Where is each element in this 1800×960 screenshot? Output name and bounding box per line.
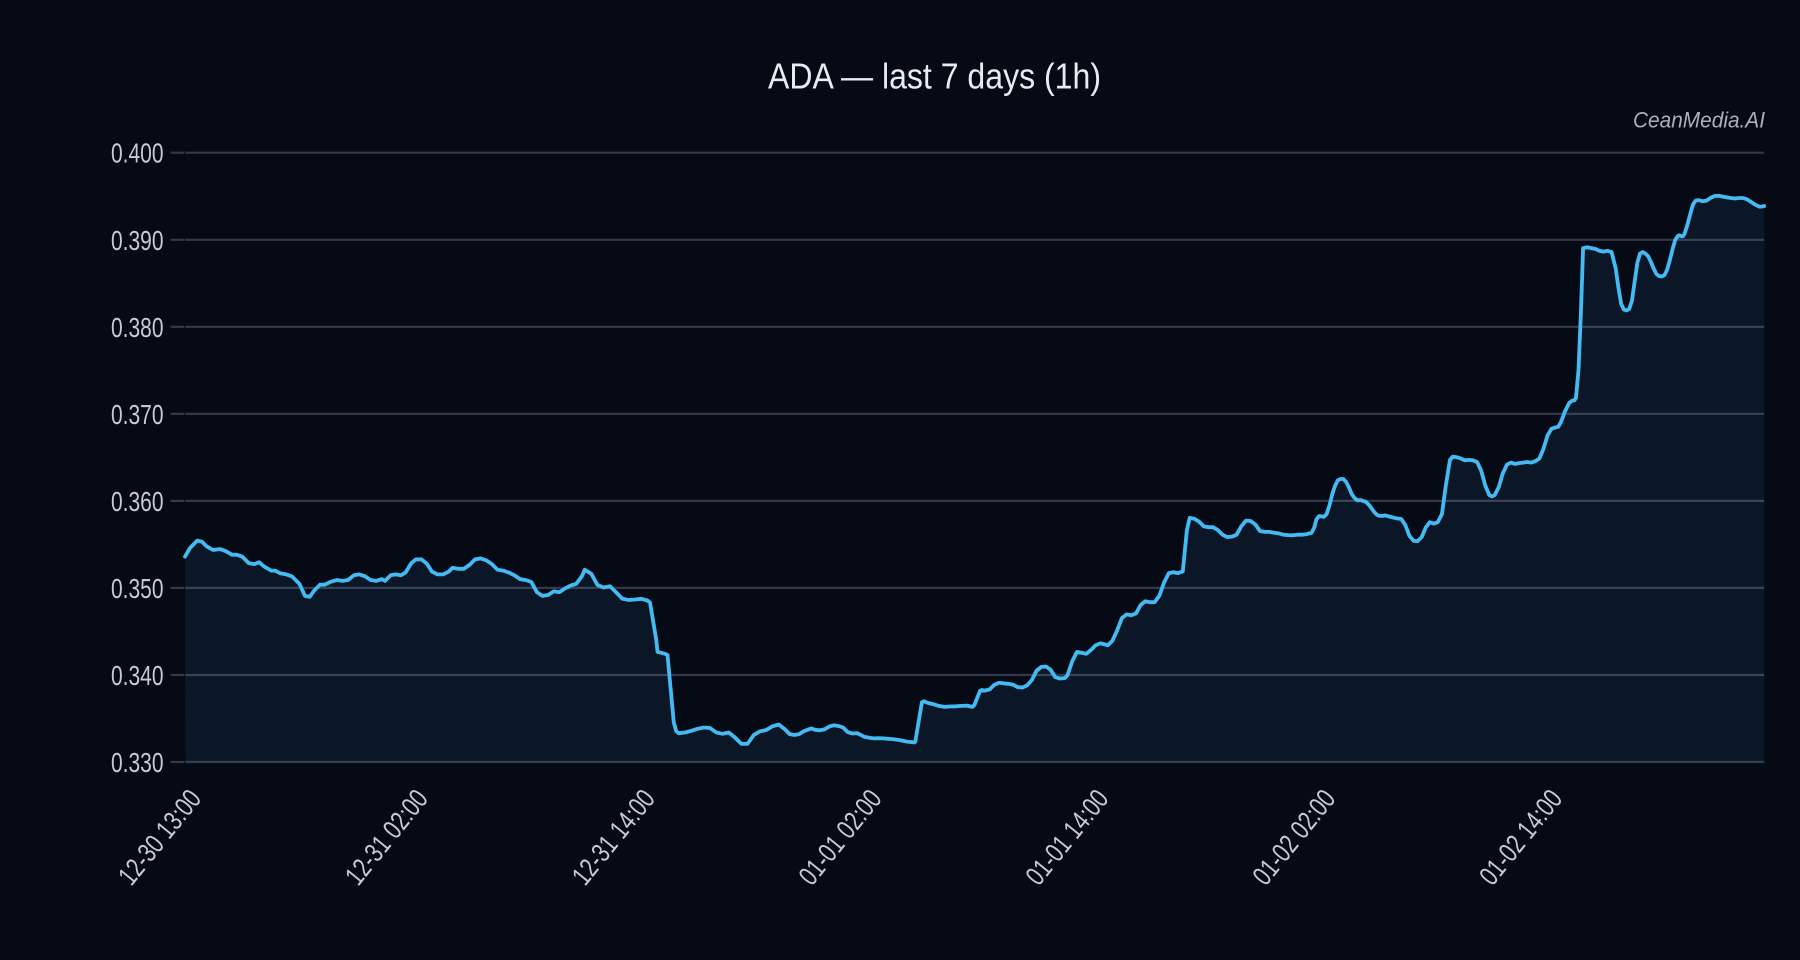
- svg-text:0.390: 0.390: [111, 225, 164, 256]
- svg-text:0.360: 0.360: [111, 486, 164, 517]
- svg-text:0.380: 0.380: [111, 312, 164, 343]
- svg-text:0.340: 0.340: [111, 660, 164, 691]
- svg-text:0.400: 0.400: [111, 138, 164, 169]
- svg-text:0.350: 0.350: [111, 573, 164, 604]
- svg-text:CeanMedia.AI: CeanMedia.AI: [1633, 108, 1765, 133]
- svg-text:0.370: 0.370: [111, 399, 164, 430]
- svg-text:0.330: 0.330: [111, 747, 164, 778]
- svg-text:ADA — last 7 days (1h): ADA — last 7 days (1h): [768, 56, 1101, 97]
